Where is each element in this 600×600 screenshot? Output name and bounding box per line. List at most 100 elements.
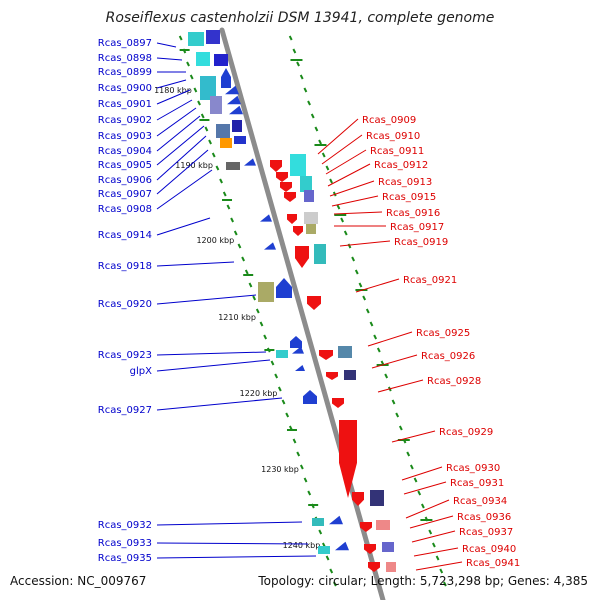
gene-label-forward[interactable]: Rcas_0903	[98, 131, 152, 142]
gene-label-reverse[interactable]: Rcas_0928	[427, 376, 481, 387]
gene-arrow[interactable]	[244, 158, 256, 166]
gene-block[interactable]	[314, 244, 326, 264]
gene-label-reverse[interactable]: Rcas_0910	[366, 131, 420, 142]
gene-block[interactable]	[200, 76, 216, 100]
gene-label-reverse[interactable]: Rcas_0916	[386, 208, 440, 219]
gene-block[interactable]	[232, 120, 242, 132]
gene-block[interactable]	[338, 346, 352, 358]
tick-dot	[292, 48, 297, 54]
gene-label-forward[interactable]: Rcas_0897	[98, 38, 152, 49]
gene-arrow[interactable]	[270, 160, 282, 172]
gene-arrow[interactable]	[290, 336, 302, 348]
gene-label-reverse[interactable]: Rcas_0936	[457, 512, 511, 523]
gene-arrow[interactable]	[303, 390, 317, 404]
gene-label-forward[interactable]: Rcas_0918	[98, 261, 152, 272]
gene-label-reverse[interactable]: Rcas_0915	[382, 192, 436, 203]
gene-label-reverse[interactable]: Rcas_0929	[439, 427, 493, 438]
gene-label-forward[interactable]: Rcas_0927	[98, 405, 152, 416]
gene-arrow[interactable]	[307, 296, 321, 310]
gene-arrow[interactable]	[293, 226, 303, 236]
gene-arrow[interactable]	[339, 420, 357, 498]
gene-label-reverse[interactable]: Rcas_0934	[453, 496, 507, 507]
gene-label-reverse[interactable]: Rcas_0912	[374, 160, 428, 171]
gene-label-reverse[interactable]: Rcas_0921	[403, 275, 457, 286]
gene-block[interactable]	[234, 136, 246, 144]
gene-label-reverse[interactable]: Rcas_0925	[416, 328, 470, 339]
gene-arrow[interactable]	[295, 365, 305, 371]
gene-block[interactable]	[188, 32, 204, 46]
gene-arrow[interactable]	[276, 172, 288, 182]
gene-label-forward[interactable]: Rcas_0920	[98, 299, 152, 310]
gene-block[interactable]	[370, 490, 384, 506]
gene-block[interactable]	[258, 282, 274, 302]
gene-block[interactable]	[318, 546, 330, 554]
gene-arrow[interactable]	[319, 350, 333, 360]
gene-label-forward[interactable]: Rcas_0905	[98, 160, 152, 171]
gene-label-forward[interactable]: Rcas_0907	[98, 189, 152, 200]
gene-block[interactable]	[226, 162, 240, 170]
gene-label-reverse[interactable]: Rcas_0931	[450, 478, 504, 489]
gene-arrow[interactable]	[364, 544, 376, 554]
gene-block[interactable]	[312, 518, 324, 526]
gene-arrow[interactable]	[329, 515, 343, 525]
gene-label-forward[interactable]: Rcas_0933	[98, 538, 152, 549]
gene-label-reverse[interactable]: Rcas_0941	[466, 558, 520, 569]
gene-label-forward[interactable]: Rcas_0908	[98, 204, 152, 215]
gene-arrow[interactable]	[276, 278, 292, 298]
gene-label-forward[interactable]: glpX	[130, 366, 152, 377]
gene-label-forward[interactable]: Rcas_0904	[98, 146, 152, 157]
gene-arrow[interactable]	[360, 522, 372, 532]
gene-block[interactable]	[196, 52, 210, 66]
gene-block[interactable]	[220, 138, 232, 148]
gene-block[interactable]	[386, 562, 396, 572]
gene-arrow[interactable]	[221, 68, 231, 88]
gene-label-reverse[interactable]: Rcas_0917	[390, 222, 444, 233]
gene-block[interactable]	[382, 542, 394, 552]
gene-label-reverse[interactable]: Rcas_0930	[446, 463, 500, 474]
gene-label-forward[interactable]: Rcas_0898	[98, 53, 152, 64]
gene-block[interactable]	[290, 154, 306, 176]
gene-block[interactable]	[216, 124, 230, 138]
gene-label-reverse[interactable]: Rcas_0911	[370, 146, 424, 157]
gene-arrow[interactable]	[292, 346, 304, 354]
gene-label-reverse[interactable]: Rcas_0919	[394, 237, 448, 248]
gene-arrow[interactable]	[352, 492, 364, 506]
gene-arrow[interactable]	[287, 214, 297, 224]
gene-label-reverse[interactable]: Rcas_0937	[459, 527, 513, 538]
gene-block[interactable]	[304, 190, 314, 202]
gene-label-forward[interactable]: Rcas_0932	[98, 520, 152, 531]
gene-block[interactable]	[376, 520, 390, 530]
gene-block[interactable]	[210, 96, 222, 114]
gene-arrow[interactable]	[227, 95, 241, 105]
gene-arrow[interactable]	[368, 562, 380, 572]
gene-arrow[interactable]	[332, 398, 344, 408]
gene-label-forward[interactable]: Rcas_0899	[98, 67, 152, 78]
gene-block[interactable]	[300, 176, 312, 192]
gene-arrow[interactable]	[295, 246, 309, 268]
gene-arrow[interactable]	[335, 541, 349, 551]
gene-arrow[interactable]	[260, 214, 272, 222]
gene-label-reverse[interactable]: Rcas_0926	[421, 351, 475, 362]
gene-arrow[interactable]	[284, 192, 296, 202]
gene-label-forward[interactable]: Rcas_0914	[98, 230, 152, 241]
gene-label-reverse[interactable]: Rcas_0913	[378, 177, 432, 188]
gene-label-forward[interactable]: Rcas_0900	[98, 83, 152, 94]
gene-block[interactable]	[276, 350, 288, 358]
gene-label-forward[interactable]: Rcas_0935	[98, 553, 152, 564]
gene-block[interactable]	[304, 212, 318, 224]
gene-label-forward[interactable]: Rcas_0901	[98, 99, 152, 110]
gene-block[interactable]	[214, 54, 228, 66]
gene-arrow[interactable]	[264, 242, 276, 250]
gene-arrow[interactable]	[229, 105, 243, 115]
gene-block[interactable]	[206, 30, 220, 44]
gene-label-reverse[interactable]: Rcas_0909	[362, 115, 416, 126]
gene-label-forward[interactable]: Rcas_0923	[98, 350, 152, 361]
gene-block[interactable]	[344, 370, 356, 380]
gene-label-reverse[interactable]: Rcas_0940	[462, 544, 516, 555]
gene-arrow[interactable]	[280, 182, 292, 192]
gene-block[interactable]	[306, 224, 316, 234]
gene-label-forward[interactable]: Rcas_0902	[98, 115, 152, 126]
gene-arrow[interactable]	[326, 372, 338, 380]
gene-arrow[interactable]	[225, 85, 239, 95]
gene-label-forward[interactable]: Rcas_0906	[98, 175, 152, 186]
